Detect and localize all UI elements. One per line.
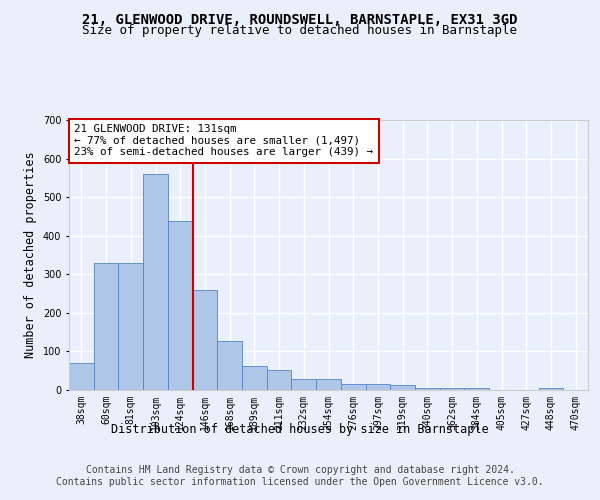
Text: Size of property relative to detached houses in Barnstaple: Size of property relative to detached ho…	[83, 24, 517, 37]
Bar	[193, 290, 217, 390]
Bar	[242, 366, 267, 390]
Bar	[69, 363, 94, 390]
Bar	[118, 264, 143, 390]
Bar	[440, 388, 464, 390]
Bar	[143, 174, 168, 390]
Bar	[390, 386, 415, 390]
Y-axis label: Number of detached properties: Number of detached properties	[25, 152, 37, 358]
Bar	[217, 340, 242, 390]
Bar	[539, 388, 563, 390]
Text: 21, GLENWOOD DRIVE, ROUNDSWELL, BARNSTAPLE, EX31 3GD: 21, GLENWOOD DRIVE, ROUNDSWELL, BARNSTAP…	[82, 12, 518, 26]
Bar	[365, 384, 390, 390]
Bar	[94, 264, 118, 390]
Bar	[267, 370, 292, 390]
Text: Contains HM Land Registry data © Crown copyright and database right 2024.
Contai: Contains HM Land Registry data © Crown c…	[56, 465, 544, 486]
Bar	[316, 379, 341, 390]
Text: Distribution of detached houses by size in Barnstaple: Distribution of detached houses by size …	[111, 422, 489, 436]
Bar	[341, 384, 365, 390]
Bar	[415, 388, 440, 390]
Bar	[292, 379, 316, 390]
Bar	[464, 388, 489, 390]
Text: 21 GLENWOOD DRIVE: 131sqm
← 77% of detached houses are smaller (1,497)
23% of se: 21 GLENWOOD DRIVE: 131sqm ← 77% of detac…	[74, 124, 373, 157]
Bar	[168, 221, 193, 390]
